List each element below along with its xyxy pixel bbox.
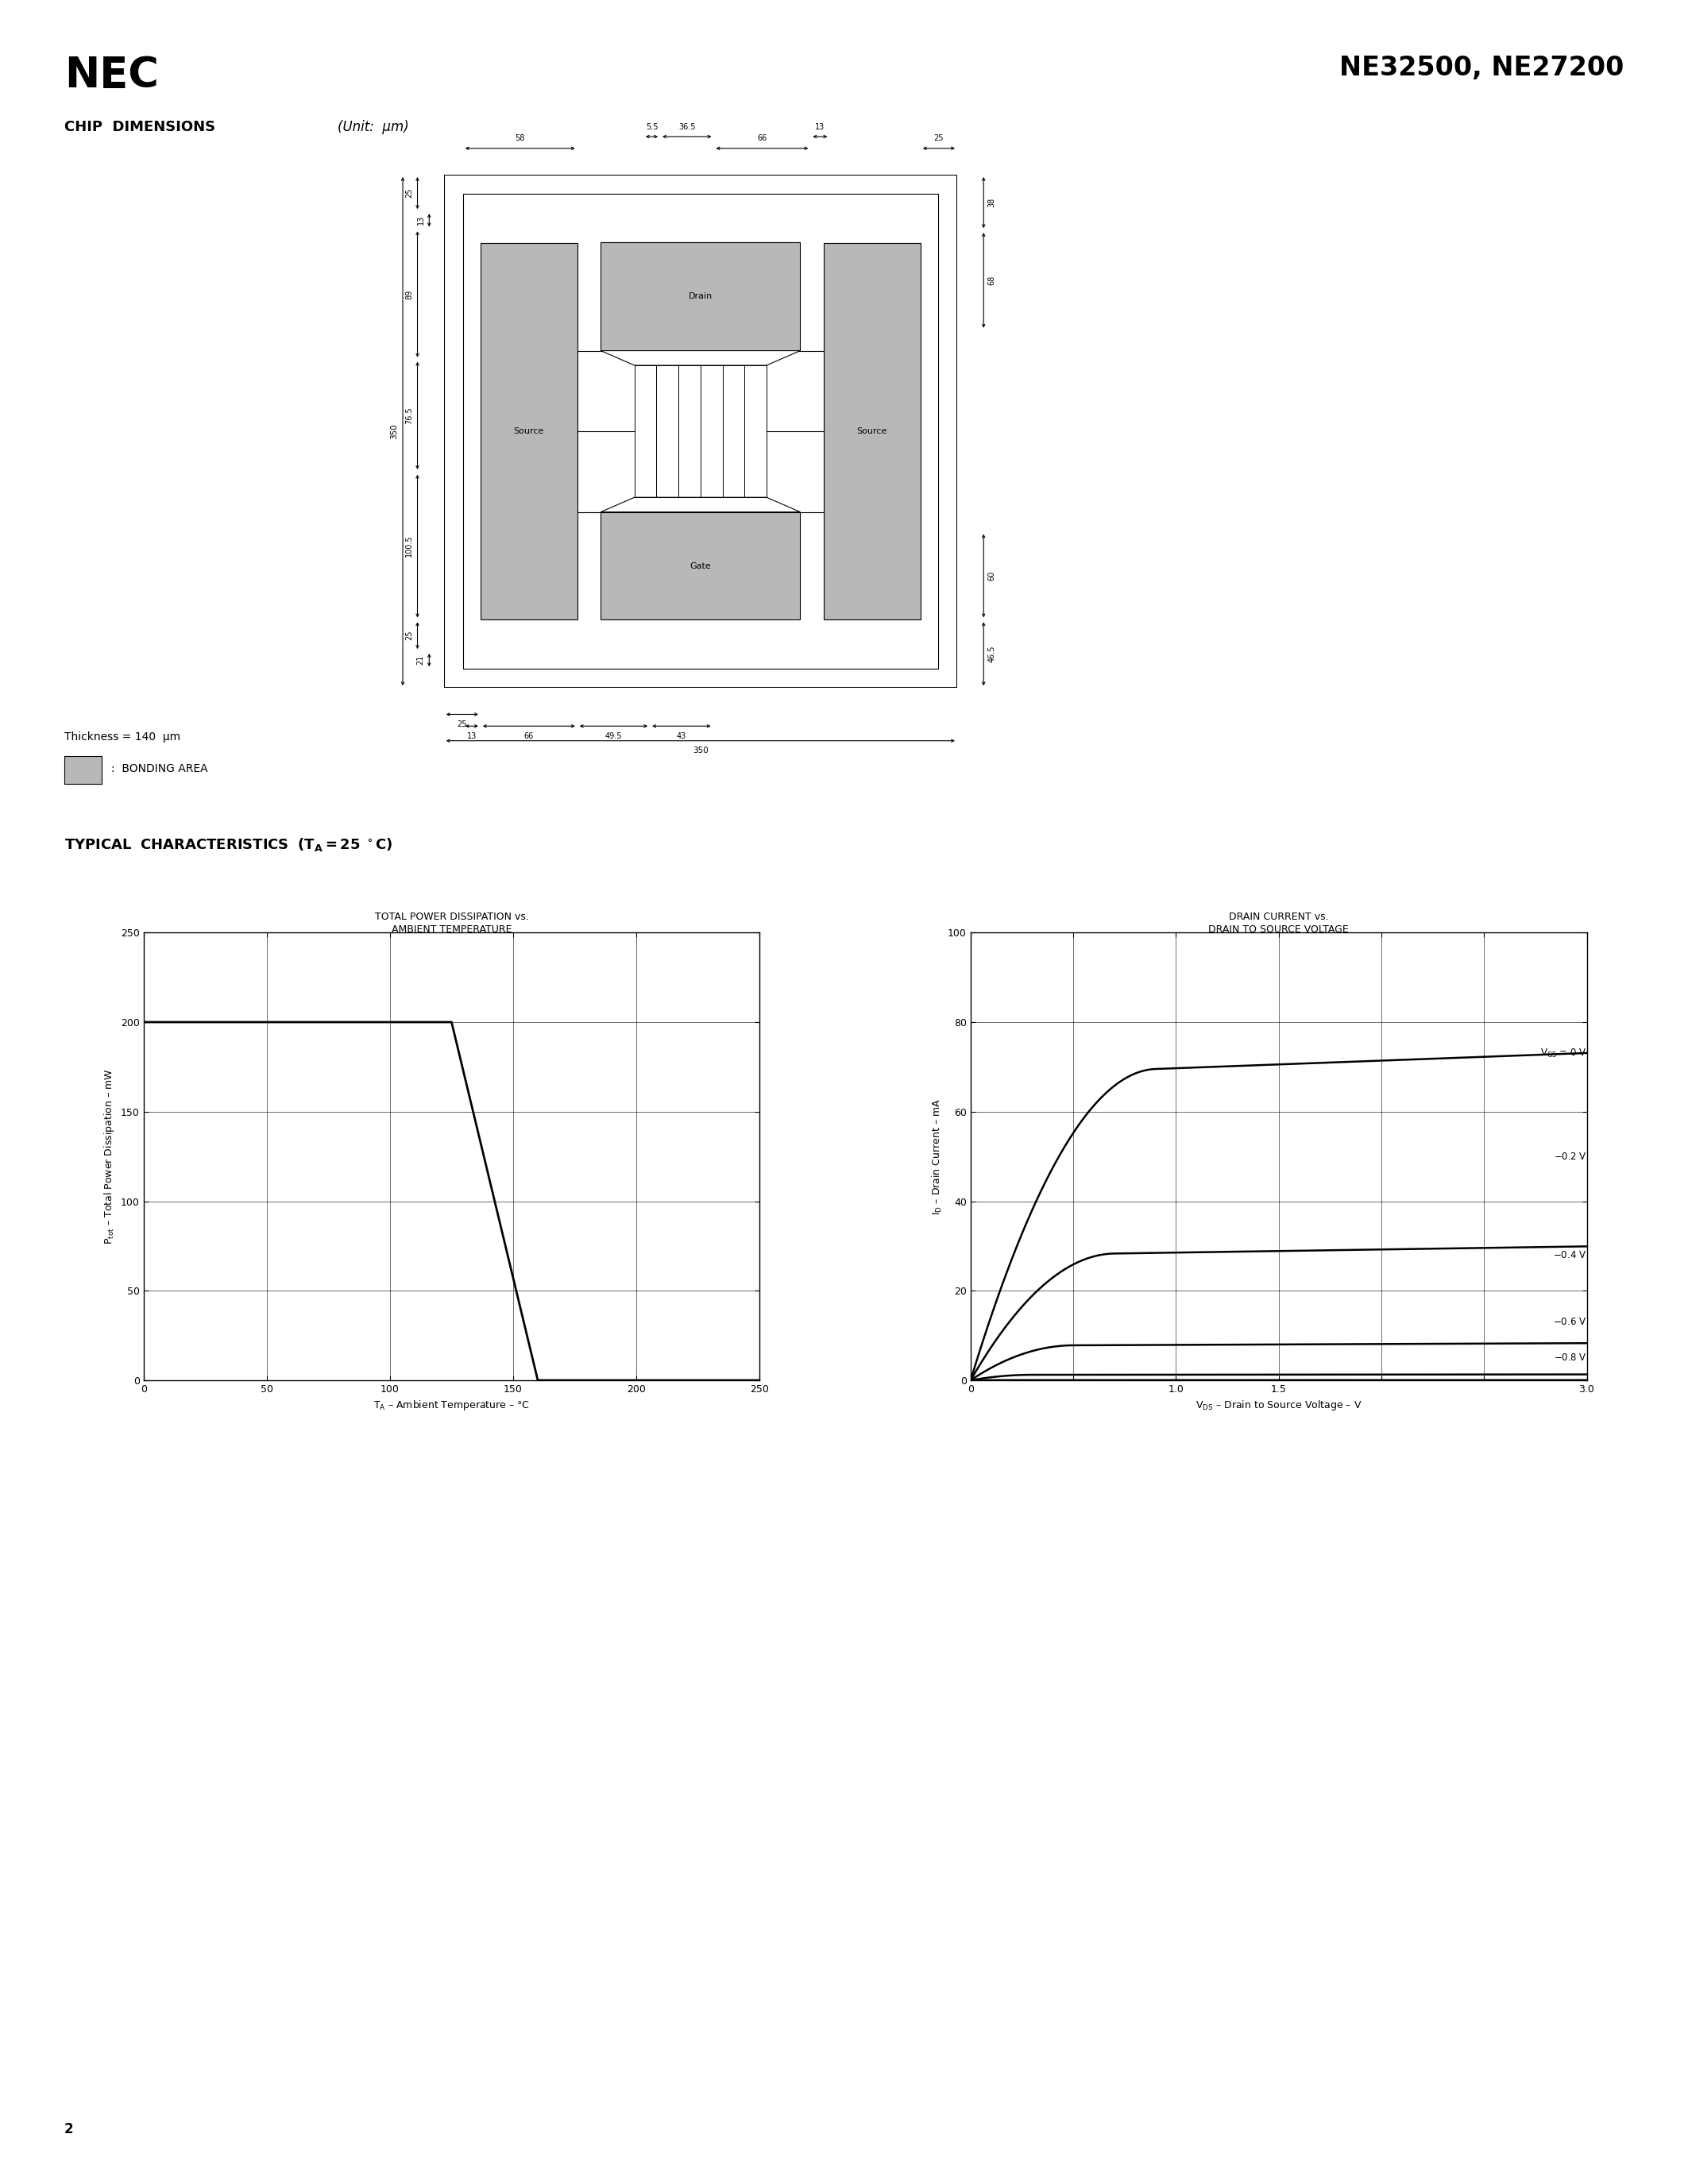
X-axis label: V$_\mathregular{DS}$ – Drain to Source Voltage – V: V$_\mathregular{DS}$ – Drain to Source V… [1195, 1400, 1362, 1413]
Text: 66: 66 [523, 732, 533, 740]
Text: $-$0.2 V: $-$0.2 V [1553, 1151, 1587, 1162]
Text: TOTAL POWER DISSIPATION vs.: TOTAL POWER DISSIPATION vs. [375, 911, 528, 922]
Text: 89: 89 [405, 288, 414, 299]
Text: $-$0.4 V: $-$0.4 V [1553, 1249, 1587, 1260]
Text: 21: 21 [417, 655, 425, 664]
Bar [481, 242, 577, 620]
Text: DRAIN CURRENT vs.: DRAIN CURRENT vs. [1229, 911, 1328, 922]
Text: Source: Source [858, 428, 888, 435]
Bar [601, 242, 800, 352]
Text: Thickness = 140  μm: Thickness = 140 μm [64, 732, 181, 743]
Text: 38: 38 [987, 199, 996, 207]
Text: 350: 350 [692, 747, 709, 753]
Polygon shape [601, 352, 800, 365]
Text: 43: 43 [677, 732, 687, 740]
Text: (Unit:  μm): (Unit: μm) [338, 120, 408, 135]
Text: 2: 2 [64, 2121, 73, 2136]
Text: 46.5: 46.5 [987, 644, 996, 662]
Text: Source: Source [513, 428, 544, 435]
Text: Drain: Drain [689, 293, 712, 301]
Text: 36.5: 36.5 [679, 122, 695, 131]
Text: V$_\mathregular{GS}$ = 0 V: V$_\mathregular{GS}$ = 0 V [1539, 1048, 1587, 1059]
Text: 25: 25 [405, 631, 414, 640]
Text: AMBIENT TEMPERATURE: AMBIENT TEMPERATURE [392, 924, 511, 935]
Bar [601, 511, 800, 620]
Polygon shape [601, 498, 800, 511]
Text: 13: 13 [815, 122, 825, 131]
Text: $-$0.6 V: $-$0.6 V [1553, 1317, 1587, 1328]
Text: 13: 13 [468, 732, 476, 740]
Text: :  BONDING AREA: : BONDING AREA [111, 762, 208, 775]
Text: CHIP  DIMENSIONS: CHIP DIMENSIONS [64, 120, 214, 135]
Text: 58: 58 [515, 135, 525, 142]
Text: 350: 350 [390, 424, 398, 439]
Text: 25: 25 [405, 188, 414, 199]
X-axis label: T$_\mathregular{A}$ – Ambient Temperature – °C: T$_\mathregular{A}$ – Ambient Temperatur… [373, 1400, 530, 1413]
Text: 25: 25 [457, 721, 468, 727]
Bar [824, 242, 920, 620]
Text: 66: 66 [758, 135, 766, 142]
Text: 76.5: 76.5 [405, 406, 414, 424]
Text: DRAIN TO SOURCE VOLTAGE: DRAIN TO SOURCE VOLTAGE [1209, 924, 1349, 935]
Y-axis label: I$_\mathregular{D}$ – Drain Current – mA: I$_\mathregular{D}$ – Drain Current – mA [930, 1099, 944, 1214]
Text: 13: 13 [417, 216, 425, 225]
Text: 100.5: 100.5 [405, 535, 414, 557]
Text: NE32500, NE27200: NE32500, NE27200 [1339, 55, 1624, 81]
Text: 5.5: 5.5 [645, 122, 658, 131]
Text: 68: 68 [987, 275, 996, 286]
Bar [577, 352, 824, 511]
Text: $-$0.8 V: $-$0.8 V [1553, 1352, 1587, 1363]
Text: Gate: Gate [690, 561, 711, 570]
Y-axis label: P$_\mathregular{tot}$ – Total Power Dissipation – mW: P$_\mathregular{tot}$ – Total Power Diss… [103, 1068, 116, 1245]
Text: 25: 25 [933, 135, 944, 142]
Text: 49.5: 49.5 [604, 732, 623, 740]
Text: 60: 60 [987, 570, 996, 581]
Text: $\mathbf{TYPICAL\ \ CHARACTERISTICS\ \ (T_A = 25\ ^\circ C)}$: $\mathbf{TYPICAL\ \ CHARACTERISTICS\ \ (… [64, 836, 392, 854]
Text: NEC: NEC [64, 55, 159, 96]
